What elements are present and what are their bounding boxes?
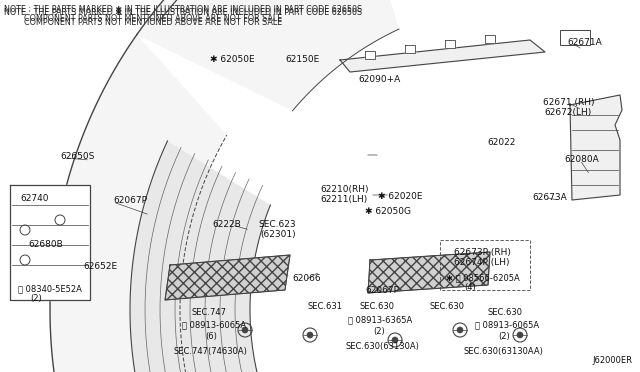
- Text: 62067P: 62067P: [365, 286, 399, 295]
- Text: SEC.631: SEC.631: [308, 302, 343, 311]
- Text: 62066: 62066: [292, 274, 321, 283]
- Text: 62022: 62022: [487, 138, 515, 147]
- Polygon shape: [485, 35, 495, 43]
- Circle shape: [307, 332, 313, 338]
- Text: 62674P (LH): 62674P (LH): [454, 258, 509, 267]
- Text: ✱ 62050E: ✱ 62050E: [210, 55, 255, 64]
- Text: 62090+A: 62090+A: [358, 75, 400, 84]
- Text: (6): (6): [205, 332, 217, 341]
- Text: ✱ 62050G: ✱ 62050G: [365, 207, 411, 216]
- Text: 62211(LH): 62211(LH): [320, 195, 367, 204]
- Text: (62301): (62301): [260, 230, 296, 239]
- Text: 62671 (RH): 62671 (RH): [543, 98, 595, 107]
- Circle shape: [392, 337, 398, 343]
- Polygon shape: [368, 252, 490, 293]
- Circle shape: [457, 327, 463, 333]
- Text: COMPONENT PARTS NOT MENTIONED ABOVE ARE NOT FOR SALE: COMPONENT PARTS NOT MENTIONED ABOVE ARE …: [4, 18, 282, 27]
- Text: 62210(RH): 62210(RH): [320, 185, 369, 194]
- Polygon shape: [340, 40, 545, 72]
- Text: SEC.630(63130AA): SEC.630(63130AA): [463, 347, 543, 356]
- Polygon shape: [130, 141, 270, 372]
- Text: ✱ Ⓢ 08566-6205A: ✱ Ⓢ 08566-6205A: [446, 273, 520, 282]
- Text: 62673A: 62673A: [532, 193, 567, 202]
- Text: SEC.630(63130A): SEC.630(63130A): [345, 342, 419, 351]
- Text: ⓝ 08913-6065A: ⓝ 08913-6065A: [182, 320, 246, 329]
- Text: SEC.747(74630A): SEC.747(74630A): [173, 347, 247, 356]
- Circle shape: [517, 332, 523, 338]
- Polygon shape: [445, 40, 455, 48]
- Polygon shape: [159, 0, 385, 96]
- Text: 62650S: 62650S: [60, 152, 94, 161]
- Polygon shape: [10, 185, 90, 300]
- Text: ✱ 62020E: ✱ 62020E: [378, 192, 422, 201]
- Polygon shape: [50, 35, 233, 372]
- Text: NOTE : THE PARTS MARKED ✱ IN THE ILLUSTRATION ARE INCLUDED IN PART CODE 62650S: NOTE : THE PARTS MARKED ✱ IN THE ILLUSTR…: [4, 8, 362, 17]
- Text: SEC.630: SEC.630: [430, 302, 465, 311]
- Text: (2): (2): [373, 327, 385, 336]
- Text: J62000ER: J62000ER: [592, 356, 632, 365]
- Text: Ⓢ 08340-5E52A: Ⓢ 08340-5E52A: [18, 284, 82, 293]
- Text: (2): (2): [30, 294, 42, 303]
- Text: 62150E: 62150E: [285, 55, 319, 64]
- Circle shape: [242, 327, 248, 333]
- Text: 62740: 62740: [20, 194, 49, 203]
- Polygon shape: [137, 0, 399, 111]
- Text: 62673P (RH): 62673P (RH): [454, 248, 511, 257]
- Text: SEC.623: SEC.623: [258, 220, 296, 229]
- Polygon shape: [570, 95, 622, 200]
- Text: ⓝ 08913-6065A: ⓝ 08913-6065A: [475, 320, 539, 329]
- Polygon shape: [165, 255, 290, 300]
- Text: (2): (2): [498, 332, 509, 341]
- Text: SEC.630: SEC.630: [360, 302, 395, 311]
- Text: 6222B: 6222B: [212, 220, 241, 229]
- Polygon shape: [365, 51, 375, 59]
- Text: 62680B: 62680B: [28, 240, 63, 249]
- Text: NOTE : THE PARTS MARKED ✱ IN THE ILLUSTRATION ARE INCLUDED IN PART CODE 62650S: NOTE : THE PARTS MARKED ✱ IN THE ILLUSTR…: [4, 5, 362, 14]
- Text: ⓝ 08913-6365A: ⓝ 08913-6365A: [348, 315, 412, 324]
- Text: 62067P: 62067P: [113, 196, 147, 205]
- Text: COMPONENT PARTS NOT MENTIONED ABOVE ARE NOT FOR SALE: COMPONENT PARTS NOT MENTIONED ABOVE ARE …: [4, 14, 282, 23]
- Text: 62672(LH): 62672(LH): [544, 108, 591, 117]
- Text: 62652E: 62652E: [83, 262, 117, 271]
- Text: 62671A: 62671A: [567, 38, 602, 47]
- Text: SEC.747: SEC.747: [192, 308, 227, 317]
- FancyBboxPatch shape: [560, 30, 590, 45]
- Polygon shape: [405, 45, 415, 53]
- Text: SEC.630: SEC.630: [487, 308, 522, 317]
- Text: (4): (4): [464, 283, 476, 292]
- Text: 62080A: 62080A: [564, 155, 599, 164]
